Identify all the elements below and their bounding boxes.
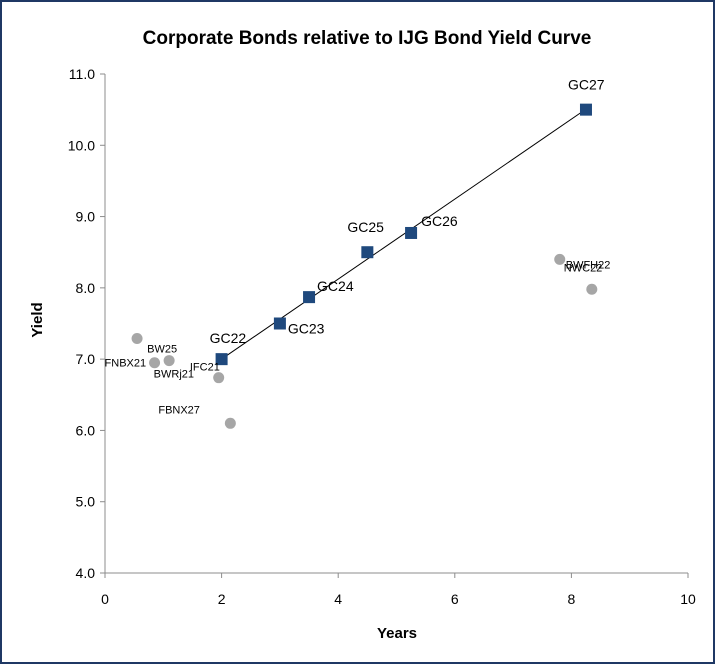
data-point-gc24 <box>303 291 316 304</box>
data-label-bwfh22: BWFH22 <box>566 259 611 271</box>
data-label-gc22: GC22 <box>210 330 247 346</box>
trendline <box>221 108 587 360</box>
data-point-bwrj21 <box>213 372 225 384</box>
y-tick-label: 4.0 <box>76 565 96 581</box>
y-tick-label: 10.0 <box>68 137 95 153</box>
x-axis-ticks: 0 2 4 6 8 10 <box>101 573 696 607</box>
data-label-gc24: GC24 <box>317 278 354 294</box>
chart-title: Corporate Bonds relative to IJG Bond Yie… <box>143 28 592 49</box>
y-tick-label: 8.0 <box>76 280 96 296</box>
y-axis-ticks: 4.0 5.0 6.0 7.0 8.0 9.0 10.0 11.0 <box>68 66 105 581</box>
data-point-fbnx27 <box>224 417 236 429</box>
x-axis-title: Years <box>377 625 417 642</box>
data-label-gc23: GC23 <box>288 321 325 337</box>
data-label-nwc22: NWC22 <box>564 262 603 274</box>
data-point-nwc22 <box>586 283 598 295</box>
axes: 4.0 5.0 6.0 7.0 8.0 9.0 10.0 11.0 0 2 4 6 8 10 <box>68 66 696 607</box>
y-tick-label: 7.0 <box>76 351 96 367</box>
data-label-gc25: GC25 <box>347 219 384 235</box>
y-tick-label: 6.0 <box>76 422 96 438</box>
data-point-ifc21 <box>131 332 143 344</box>
data-point-gc23 <box>273 317 286 330</box>
y-axis-title: Yield <box>29 302 46 337</box>
trendlines <box>221 108 587 360</box>
data-point-gc22 <box>215 353 228 366</box>
x-tick-label: 8 <box>568 591 576 607</box>
y-tick-label: 11.0 <box>69 66 95 82</box>
data-point-gc25 <box>361 246 374 259</box>
data-point-fnbx21 <box>149 357 161 369</box>
data-label-ifc21: IFC21 <box>190 362 220 374</box>
x-tick-label: 0 <box>101 591 109 607</box>
data-point-bw25 <box>163 355 175 367</box>
data-label-gc27: GC27 <box>568 77 605 93</box>
data-label-bwrj21: BWRj21 <box>154 369 194 381</box>
data-label-bw25: BW25 <box>147 344 177 356</box>
data-point-gc27 <box>579 103 592 116</box>
data-label-gc26: GC26 <box>421 213 458 229</box>
data-point-gc26 <box>405 226 418 239</box>
y-tick-label: 5.0 <box>76 494 96 510</box>
data-point-bwfh22 <box>554 253 566 265</box>
data-label-fbnx27: FBNX27 <box>158 404 200 416</box>
data-points <box>131 103 598 429</box>
x-tick-label: 4 <box>334 591 342 607</box>
data-label-fnbx21: FNBX21 <box>105 358 147 370</box>
y-tick-label: 9.0 <box>76 209 96 225</box>
x-tick-label: 6 <box>451 591 459 607</box>
x-tick-label: 2 <box>218 591 226 607</box>
x-tick-label: 10 <box>680 591 696 607</box>
